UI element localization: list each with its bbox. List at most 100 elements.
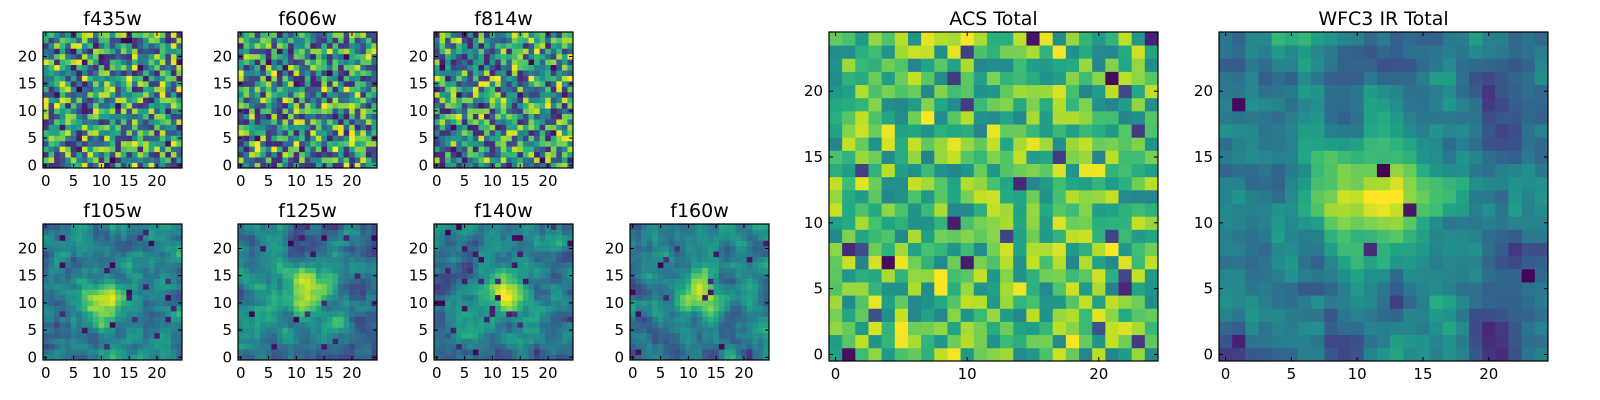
heatmap-cell [1105, 268, 1119, 283]
heatmap-cell [934, 216, 948, 230]
heatmap-cell [59, 80, 66, 87]
heatmap-cell [567, 119, 574, 125]
heatmap-cell [680, 234, 686, 241]
heatmap-cell [947, 334, 961, 349]
heatmap-cell [456, 234, 463, 241]
heatmap-cell [456, 354, 463, 361]
heatmap-cell [707, 229, 714, 236]
heatmap-cell [539, 251, 546, 258]
heatmap-cell [630, 338, 636, 345]
heatmap-cell [556, 86, 563, 93]
heatmap-cell [148, 349, 155, 355]
heatmap-cell [321, 42, 328, 49]
heatmap-cell [115, 70, 122, 76]
heatmap-cell [691, 327, 698, 334]
heatmap-cell [713, 229, 720, 236]
heatmap-cell [176, 42, 183, 49]
heatmap-cell [461, 283, 468, 290]
heatmap-cell [265, 146, 272, 153]
heatmap-cell [98, 305, 105, 312]
heatmap-cell [1118, 282, 1133, 296]
heatmap-cell [354, 70, 361, 76]
heatmap-cell [556, 294, 563, 301]
heatmap-cell [696, 305, 703, 312]
heatmap-cell [282, 316, 289, 323]
heatmap-cell [1079, 203, 1093, 217]
heatmap-cell [276, 91, 283, 98]
heatmap-cell [360, 224, 367, 230]
heatmap-cell [43, 283, 49, 290]
heatmap-cell [691, 272, 698, 279]
heatmap-cell [539, 59, 546, 66]
heatmap-cell [332, 151, 339, 158]
heatmap-cell [76, 37, 83, 44]
heatmap-cell [276, 251, 283, 258]
heatmap-cell [271, 151, 278, 158]
heatmap-cell [54, 146, 61, 153]
heatmap-cell [724, 272, 731, 279]
heatmap-cell [87, 289, 94, 296]
heatmap-cell [265, 316, 272, 323]
heatmap-cell [143, 251, 150, 258]
heatmap-cell [646, 300, 653, 306]
heatmap-cell [456, 251, 463, 258]
heatmap-cell [81, 343, 88, 350]
heatmap-cell [249, 354, 256, 361]
heatmap-cell [360, 229, 367, 236]
heatmap-cell [293, 245, 300, 252]
heatmap-cell [450, 305, 457, 312]
heatmap-cell [641, 294, 648, 301]
heatmap-cell [265, 338, 272, 345]
heatmap-cell [757, 229, 764, 236]
heatmap-cell [70, 59, 77, 66]
heatmap-cell [276, 256, 283, 263]
heatmap-cell [93, 289, 99, 296]
heatmap-cell [243, 146, 250, 153]
heatmap-cell [752, 327, 759, 334]
x-tick-label: 10 [92, 172, 111, 190]
heatmap-cell [321, 283, 328, 290]
heatmap-cell [550, 119, 557, 125]
heatmap-cell [148, 294, 155, 301]
heatmap-cell [126, 262, 133, 268]
heatmap-cell [735, 278, 742, 285]
heatmap-cell [260, 327, 267, 334]
heatmap-cell [735, 354, 742, 361]
heatmap-cell [445, 289, 452, 296]
heatmap-cell [517, 234, 524, 241]
heatmap-cell [556, 289, 563, 296]
heatmap-cell [48, 37, 55, 44]
heatmap-cell [467, 140, 474, 147]
heatmap-cell [70, 80, 77, 87]
heatmap-cell [343, 53, 350, 60]
heatmap-cell [265, 332, 272, 339]
heatmap-cell [1026, 268, 1040, 283]
heatmap-cell [59, 224, 66, 230]
heatmap-cell [143, 332, 150, 339]
heatmap-cell [120, 64, 127, 71]
heatmap-cell [1013, 268, 1027, 283]
heatmap-cell [484, 311, 490, 317]
heatmap-cell [365, 343, 372, 350]
heatmap-cell [696, 316, 703, 323]
heatmap-cell [165, 146, 172, 153]
heatmap-cell [349, 140, 356, 147]
heatmap-cell [260, 311, 267, 317]
heatmap-cell [757, 240, 764, 247]
heatmap-cell [310, 129, 317, 136]
heatmap-cell [354, 311, 361, 317]
heatmap-cell [65, 146, 72, 153]
heatmap-cell [115, 251, 122, 258]
heatmap-cell [365, 327, 372, 334]
heatmap-cell [630, 321, 636, 328]
heatmap-cell [304, 354, 311, 361]
heatmap-cell [70, 234, 77, 241]
heatmap-cell [718, 256, 725, 263]
heatmap-cell [657, 332, 664, 339]
heatmap-cell [321, 97, 328, 104]
heatmap-cell [1079, 176, 1093, 191]
heatmap-cell [696, 327, 703, 334]
heatmap-cell [131, 251, 138, 258]
heatmap-cell [1026, 242, 1040, 257]
heatmap-cell [657, 349, 664, 355]
